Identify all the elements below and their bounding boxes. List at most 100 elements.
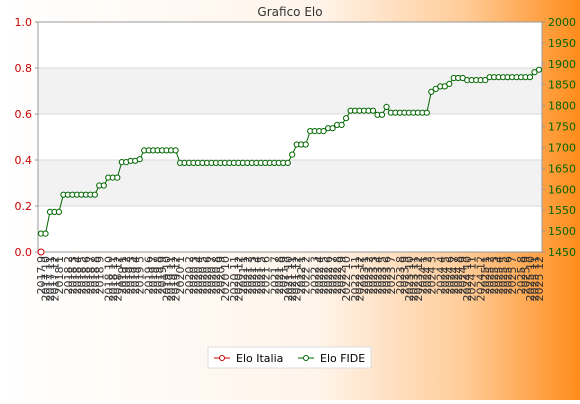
x-tick-label: 2024 3 bbox=[425, 256, 438, 295]
x-tick-label: 2025 7 bbox=[506, 256, 519, 295]
x-tick-label: 2024 11 bbox=[466, 256, 479, 302]
right-tick-label: 1900 bbox=[548, 58, 576, 71]
right-tick-label: 1550 bbox=[548, 204, 576, 217]
point-elo-fide bbox=[289, 151, 296, 158]
x-tick-label: 2018 2 bbox=[62, 256, 75, 295]
point-elo-fide bbox=[338, 121, 345, 129]
x-tick-label: 2023 8 bbox=[394, 256, 407, 295]
x-tick-label: 2023 1 bbox=[358, 256, 371, 295]
x-tick-label: 2025 8 bbox=[515, 256, 528, 295]
x-tick-label: 2023 6 bbox=[380, 256, 393, 295]
x-tick-label: 2024 12 bbox=[475, 256, 488, 302]
plot-band bbox=[38, 160, 542, 206]
legend-italia-marker bbox=[219, 355, 225, 361]
legend-fide-label: Elo FIDE bbox=[320, 352, 365, 365]
plot-frame bbox=[37, 21, 543, 253]
x-tick-label: 2020 8 bbox=[210, 256, 223, 295]
point-elo-fide bbox=[343, 115, 350, 122]
x-tick-label: 2023 7 bbox=[385, 256, 398, 295]
point-elo-fide bbox=[432, 85, 439, 93]
x-tick-label: 2020 3 bbox=[188, 256, 201, 295]
legend-box bbox=[207, 346, 372, 369]
x-tick-label: 2020 12 bbox=[232, 256, 245, 302]
x-tick-label: 2019 9 bbox=[156, 256, 169, 295]
x-tick-label: 2021 6 bbox=[259, 256, 272, 295]
left-tick-label: 0.4 bbox=[15, 154, 33, 167]
legend: Elo Italia Elo FIDE bbox=[207, 346, 372, 369]
point-elo-fide bbox=[136, 156, 143, 163]
x-tick-label: 2020 11 bbox=[228, 256, 241, 302]
x-tick-label: 2025 12 bbox=[533, 256, 546, 302]
x-tick-label: 2023 10 bbox=[403, 256, 416, 302]
point-elo-fide bbox=[302, 141, 309, 148]
x-tick-label: 2023 2 bbox=[363, 256, 376, 295]
right-tick-label: 1650 bbox=[548, 162, 576, 175]
x-tick-label: 2025 5 bbox=[497, 256, 510, 295]
plot-band bbox=[38, 206, 542, 252]
x-tick-label: 2018 7 bbox=[84, 256, 97, 295]
x-tick-label: 2020 4 bbox=[192, 256, 205, 295]
point-elo-fide bbox=[482, 77, 489, 84]
x-tick-label: 2017 9 bbox=[35, 256, 48, 295]
x-tick-label: 2018 8 bbox=[89, 256, 102, 295]
x-tick-label: 2020 5 bbox=[197, 256, 210, 295]
x-tick-label: 2025 9 bbox=[520, 256, 533, 295]
x-tick-label: 2021 1 bbox=[237, 256, 250, 295]
x-tick-label: 2021 10 bbox=[282, 256, 295, 302]
x-tick-label: 2022 8 bbox=[331, 256, 344, 295]
x-tick-label: 2018 1 bbox=[53, 256, 66, 295]
x-tick-label: 2018 6 bbox=[80, 256, 93, 295]
x-tick-label: 2023 9 bbox=[398, 256, 411, 295]
x-tick-label: 2020 9 bbox=[214, 256, 227, 295]
right-tick-label: 1700 bbox=[548, 141, 576, 154]
x-tick-label: 2022 11 bbox=[349, 256, 362, 302]
x-tick-label: 2022 6 bbox=[322, 256, 335, 295]
x-tick-label: 2021 5 bbox=[255, 256, 268, 295]
x-tick-label: 2023 4 bbox=[371, 256, 384, 295]
left-tick-label: 1.0 bbox=[15, 16, 33, 29]
x-tick-label: 2024 7 bbox=[448, 256, 461, 295]
point-elo-fide bbox=[320, 128, 327, 135]
left-tick-label: 0.6 bbox=[15, 108, 33, 121]
x-tick-label: 2018 9 bbox=[93, 256, 106, 295]
x-tick-label: 2021 2 bbox=[241, 256, 254, 295]
x-tick-label: 2019 11 bbox=[165, 256, 178, 302]
right-tick-label: 1950 bbox=[548, 37, 576, 50]
x-tick-label: 2022 4 bbox=[313, 256, 326, 295]
x-tick-label: 2019 4 bbox=[129, 256, 142, 295]
x-tick-label: 2025 4 bbox=[493, 256, 506, 295]
x-tick-label: 2025 3 bbox=[488, 256, 501, 295]
x-tick-label: 2025 11 bbox=[529, 256, 542, 302]
x-tick-label: 2024 6 bbox=[443, 256, 456, 295]
left-tick-label: 0.8 bbox=[15, 62, 33, 75]
right-tick-label: 1500 bbox=[548, 225, 576, 238]
legend-italia-label: Elo Italia bbox=[236, 352, 283, 365]
x-tick-label: 2021 3 bbox=[246, 256, 259, 295]
right-tick-label: 2000 bbox=[548, 16, 576, 29]
x-tick-label: 2019 6 bbox=[143, 256, 156, 295]
x-tick-label: 2025 10 bbox=[524, 256, 537, 302]
x-tick-label: 2021 11 bbox=[286, 256, 299, 302]
point-elo-fide bbox=[526, 74, 534, 81]
x-tick-label: 2020 1 bbox=[174, 256, 187, 295]
x-tick-label: 2021 12 bbox=[291, 256, 304, 302]
x-tick-label: 2019 10 bbox=[161, 256, 174, 302]
right-tick-label: 1750 bbox=[548, 121, 576, 134]
point-elo-italia bbox=[37, 248, 45, 256]
x-tick-label: 2021 8 bbox=[273, 256, 286, 295]
x-tick-label: 2022 2 bbox=[300, 256, 313, 295]
point-elo-fide bbox=[446, 80, 453, 88]
right-tick-label: 1850 bbox=[548, 79, 576, 92]
x-tick-label: 2021 7 bbox=[268, 256, 281, 295]
x-tick-label: 2025 2 bbox=[484, 256, 497, 295]
x-tick-label: 2023 12 bbox=[412, 256, 425, 302]
point-elo-fide bbox=[383, 103, 390, 111]
x-tick-label: 2019 3 bbox=[125, 256, 138, 295]
point-elo-fide bbox=[441, 83, 448, 90]
x-tick-label: 2022 5 bbox=[318, 256, 331, 295]
x-tick-label: 2018 11 bbox=[107, 256, 120, 302]
x-tick-label: 2023 11 bbox=[407, 256, 420, 302]
x-tick-label: 2020 10 bbox=[219, 256, 232, 302]
x-tick-label: 2018 4 bbox=[71, 256, 84, 295]
